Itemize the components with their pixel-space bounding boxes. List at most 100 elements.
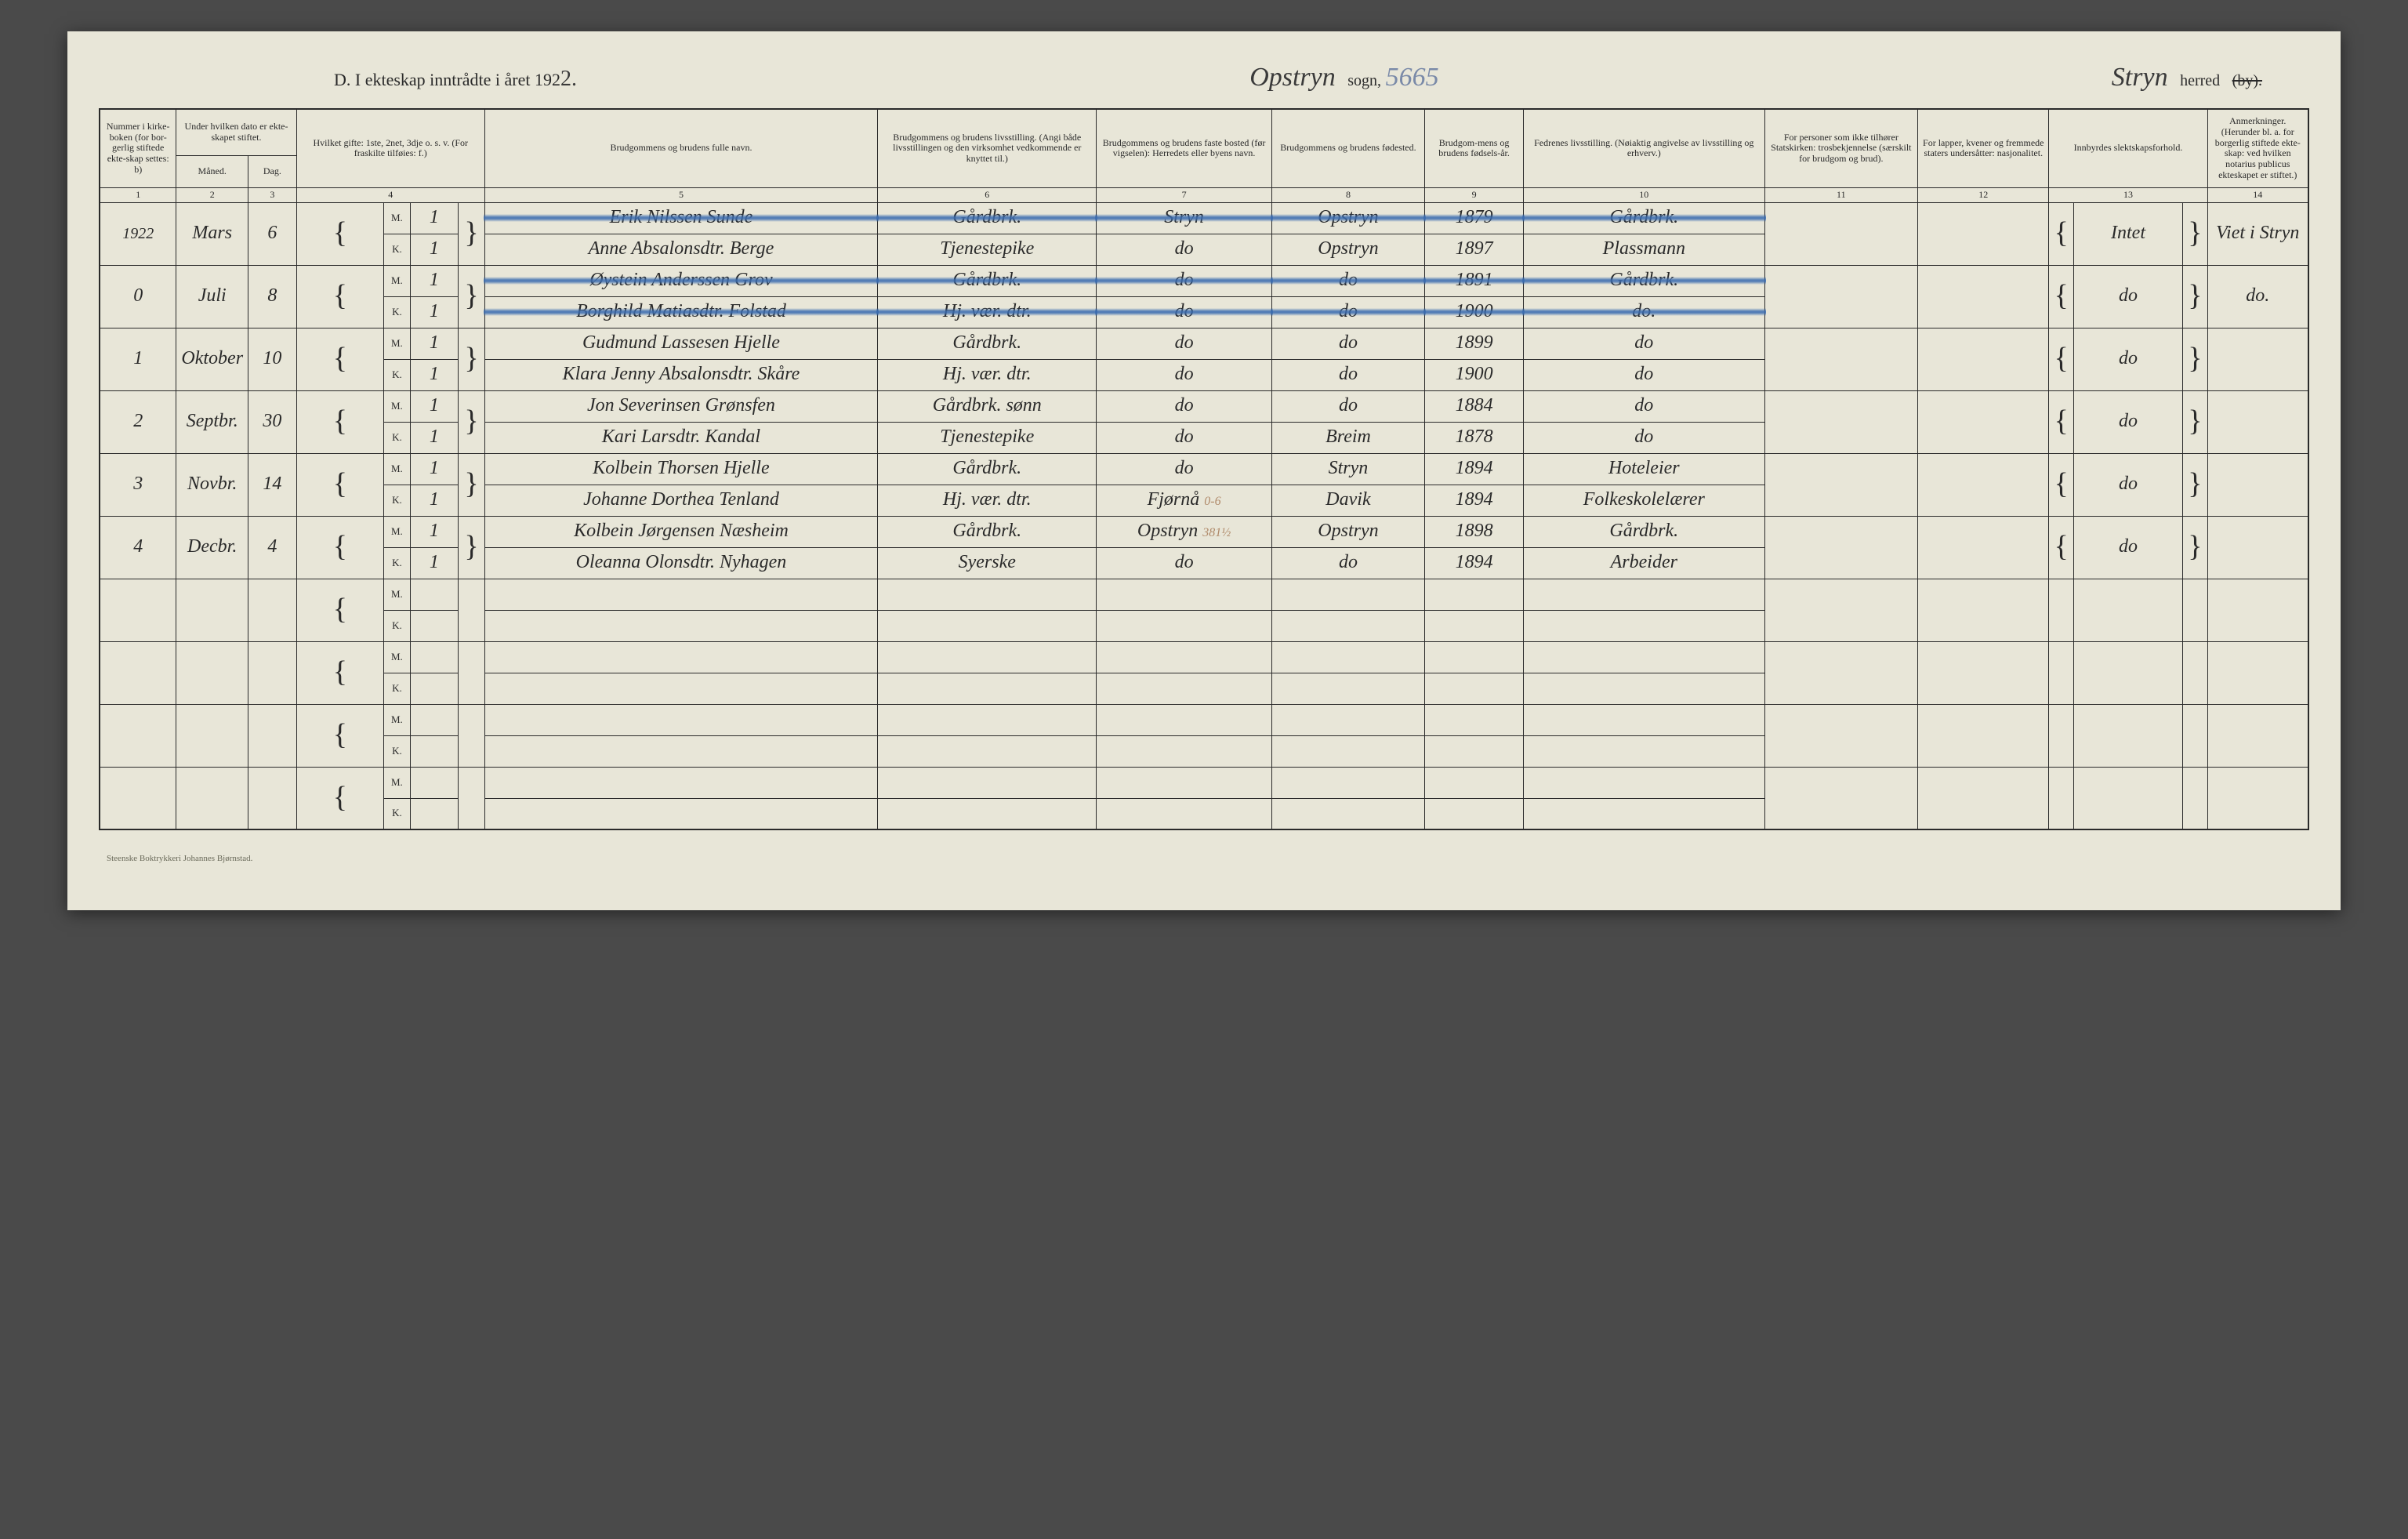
table-row-empty: { M. [100, 767, 2308, 798]
c11 [1764, 265, 1917, 328]
table-row: 2Septbr.30{M.1}Jon Severinsen GrønsfenGå… [100, 390, 2308, 422]
c12 [1918, 516, 2049, 579]
fodested: Opstryn [1271, 234, 1425, 265]
ledger-table: Nummer i kirke-boken (for bor-gerlig sti… [99, 108, 2309, 830]
title-prefix: I ekteskap inntrådte i året 192 [355, 70, 560, 89]
c13: do [2073, 453, 2183, 516]
section-letter: D. [334, 70, 350, 89]
entry-no: 1922 [100, 202, 176, 265]
colnum: 7 [1097, 187, 1271, 202]
page-header: D. I ekteskap inntrådte i året 1922. Ops… [99, 55, 2309, 108]
m-label: M. [384, 265, 411, 296]
day: 8 [248, 265, 297, 328]
col-2-3-top: Under hvilken dato er ekte-skapet stifte… [176, 109, 296, 156]
year-suffix: 2. [560, 67, 577, 91]
brace-close: } [459, 202, 485, 265]
gifte: 1 [410, 296, 458, 328]
stilling: Gårdbrk. [878, 516, 1097, 547]
c14 [2207, 453, 2308, 516]
fodested: do [1271, 328, 1425, 359]
bosted: do [1097, 422, 1271, 453]
far: do [1523, 390, 1764, 422]
colnum: 5 [484, 187, 877, 202]
month: Novbr. [176, 453, 248, 516]
c11 [1764, 328, 1917, 390]
far: Hoteleier [1523, 453, 1764, 485]
bosted: do [1097, 328, 1271, 359]
aar: 1898 [1425, 516, 1524, 547]
col-11-header: For personer som ikke tilhører Statskirk… [1764, 109, 1917, 187]
fodested: do [1271, 265, 1425, 296]
aar: 1900 [1425, 359, 1524, 390]
col-12-header: For lapper, kvener og fremmede staters u… [1918, 109, 2049, 187]
c14: Viet i Stryn [2207, 202, 2308, 265]
stilling: Gårdbrk. [878, 265, 1097, 296]
navn: Kolbein Thorsen Hjelle [484, 453, 877, 485]
brace-close-13: } [2183, 202, 2207, 265]
day: 10 [248, 328, 297, 390]
c13: do [2073, 516, 2183, 579]
gifte: 1 [410, 265, 458, 296]
c13: do [2073, 390, 2183, 453]
c11 [1764, 202, 1917, 265]
navn: Kari Larsdtr. Kandal [484, 422, 877, 453]
c12 [1918, 202, 2049, 265]
fodested: Stryn [1271, 453, 1425, 485]
column-number-row: 1 2 3 4 5 6 7 8 9 10 11 12 13 14 [100, 187, 2308, 202]
table-row: 3Novbr.14{M.1}Kolbein Thorsen HjelleGård… [100, 453, 2308, 485]
header-title: D. I ekteskap inntrådte i året 1922. [334, 67, 577, 92]
far: Folkeskolelærer [1523, 485, 1764, 516]
header-herred-block: Stryn herred (by). [2112, 63, 2262, 93]
day: 30 [248, 390, 297, 453]
table-row-empty: { M. [100, 579, 2308, 610]
fodested: Opstryn [1271, 202, 1425, 234]
m-label: M. [384, 453, 411, 485]
navn: Borghild Matiasdtr. Folstad [484, 296, 877, 328]
day: 4 [248, 516, 297, 579]
herred-label: herred [2180, 72, 2220, 89]
navn: Johanne Dorthea Tenland [484, 485, 877, 516]
fodested: do [1271, 547, 1425, 579]
stilling: Gårdbrk. sønn [878, 390, 1097, 422]
aar: 1891 [1425, 265, 1524, 296]
colnum: 4 [296, 187, 484, 202]
far: Gårdbrk. [1523, 516, 1764, 547]
colnum: 8 [1271, 187, 1425, 202]
bosted: do [1097, 453, 1271, 485]
pencil-number: 5665 [1386, 63, 1439, 92]
bosted: Opstryn 381½ [1097, 516, 1271, 547]
month: Mars [176, 202, 248, 265]
fodested: do [1271, 390, 1425, 422]
gifte: 1 [410, 390, 458, 422]
far: Arbeider [1523, 547, 1764, 579]
fodested: do [1271, 359, 1425, 390]
day: 6 [248, 202, 297, 265]
col-2-sub: Måned. [176, 156, 248, 188]
col-9-header: Brudgom-mens og brudens fødsels-år. [1425, 109, 1524, 187]
gifte: 1 [410, 516, 458, 547]
bosted: do [1097, 390, 1271, 422]
c13: do [2073, 328, 2183, 390]
m-label: M. [384, 328, 411, 359]
aar: 1879 [1425, 202, 1524, 234]
aar: 1894 [1425, 485, 1524, 516]
herred-by-struck: (by). [2232, 72, 2262, 89]
far: do [1523, 422, 1764, 453]
colnum: 11 [1764, 187, 1917, 202]
c13: do [2073, 265, 2183, 328]
entry-no: 2 [100, 390, 176, 453]
table-row: 1Oktober10{M.1}Gudmund Lassesen HjelleGå… [100, 328, 2308, 359]
month: Septbr. [176, 390, 248, 453]
stilling: Gårdbrk. [878, 202, 1097, 234]
navn: Jon Severinsen Grønsfen [484, 390, 877, 422]
sogn-label: sogn, [1347, 72, 1381, 89]
c12 [1918, 453, 2049, 516]
brace-close: } [459, 453, 485, 516]
c14 [2207, 390, 2308, 453]
stilling: Hj. vær. dtr. [878, 359, 1097, 390]
gifte: 1 [410, 422, 458, 453]
brace-open-13: { [2049, 453, 2073, 516]
brace-open: { [296, 265, 383, 328]
table-row-empty: { M. [100, 641, 2308, 673]
stilling: Hj. vær. dtr. [878, 296, 1097, 328]
